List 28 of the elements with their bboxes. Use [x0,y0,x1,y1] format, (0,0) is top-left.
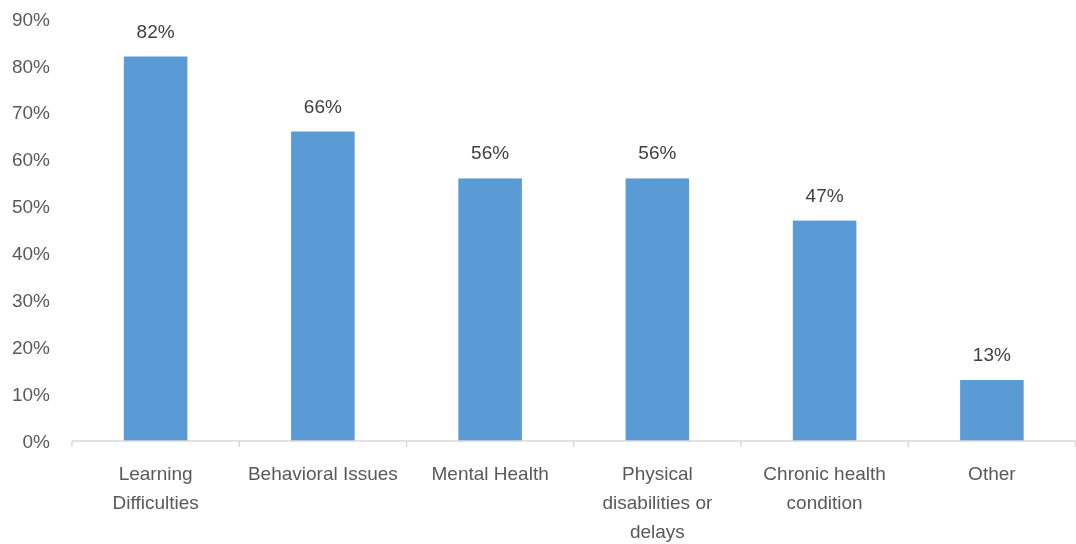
data-label: 82% [136,20,175,42]
y-tick-label: 10% [11,383,51,405]
bar [458,178,522,441]
y-tick-label: 70% [11,102,51,124]
x-tick-label: Other [968,463,1017,484]
x-tick-label: Mental Health [431,463,549,484]
bar [960,380,1024,441]
x-tick-label: Learning Difficulties [112,463,199,513]
y-tick-label: 0% [22,430,51,452]
bar [625,178,690,441]
bar [123,56,188,441]
data-label: 56% [471,142,510,164]
bar [792,220,857,441]
x-tick-label: Behavioral Issues [247,463,398,484]
data-label: 66% [303,95,342,117]
data-label: 56% [638,142,677,164]
bar [291,131,355,441]
x-tick-label: Chronic health condition [763,463,886,513]
data-label: 13% [972,344,1011,366]
y-tick-label: 60% [11,149,51,171]
x-tick-label: Physical disabilities or delays [602,463,713,542]
data-label: 47% [805,184,844,206]
y-tick-label: 40% [11,243,51,265]
y-tick-label: 50% [11,196,51,218]
y-tick-label: 90% [11,8,51,30]
y-tick-label: 30% [11,289,51,311]
y-tick-label: 20% [11,336,51,358]
y-tick-label: 80% [11,55,51,77]
